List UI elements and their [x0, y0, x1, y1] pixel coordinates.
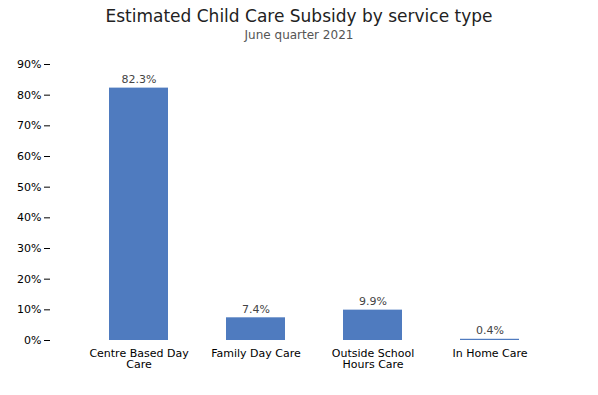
- svg-text:20%: 20%: [17, 273, 41, 286]
- svg-text:30%: 30%: [17, 242, 41, 255]
- svg-text:7.4%: 7.4%: [242, 303, 270, 316]
- svg-text:82.3%: 82.3%: [122, 73, 157, 86]
- svg-text:Outside SchoolHours Care: Outside SchoolHours Care: [332, 347, 415, 371]
- svg-text:40%: 40%: [17, 211, 41, 224]
- svg-text:50%: 50%: [17, 181, 41, 194]
- svg-text:90%: 90%: [17, 58, 41, 71]
- svg-text:0.4%: 0.4%: [476, 324, 504, 337]
- html-text:Estimated Child Care Subsidy b: Estimated Child Care Subsidy by service …: [105, 6, 493, 26]
- svg-text:9.9%: 9.9%: [359, 295, 387, 308]
- html-text:June quarter 2021: June quarter 2021: [244, 28, 354, 42]
- svg-text:Family Day Care: Family Day Care: [211, 347, 301, 360]
- svg-text:Centre Based DayCare: Centre Based DayCare: [89, 347, 189, 371]
- svg-text:70%: 70%: [17, 119, 41, 132]
- svg-text:60%: 60%: [17, 150, 41, 163]
- svg-text:10%: 10%: [17, 303, 41, 316]
- svg-text:0%: 0%: [24, 334, 41, 347]
- svg-text:80%: 80%: [17, 89, 41, 102]
- svg-text:In Home Care: In Home Care: [452, 347, 527, 360]
